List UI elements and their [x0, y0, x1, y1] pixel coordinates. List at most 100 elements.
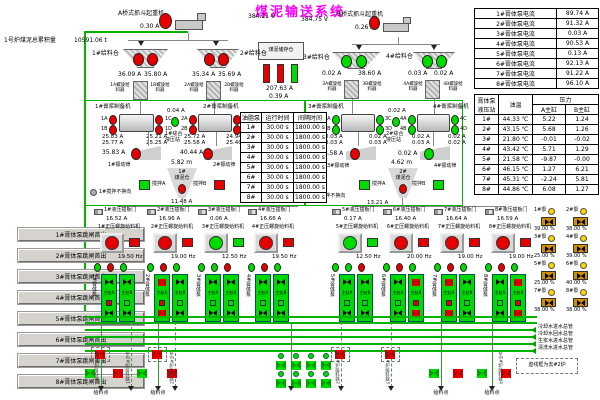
side-valve[interactable] — [233, 238, 244, 247]
feed-valve-icon[interactable] — [501, 369, 511, 378]
pump-cylinder-a[interactable]: 主缸A — [390, 274, 406, 322]
gate-valve-icon[interactable] — [198, 209, 207, 215]
stroke-valve-icon[interactable] — [573, 217, 588, 226]
gate-valve-icon[interactable] — [434, 209, 443, 215]
grid-valve-icon[interactable] — [291, 379, 301, 388]
screw-feeder-machine[interactable] — [153, 233, 177, 253]
grid-valve-icon[interactable] — [276, 361, 286, 370]
grid-valve-icon[interactable] — [276, 379, 286, 388]
cell: 1# — [474, 114, 499, 125]
grid-valve-icon[interactable] — [321, 361, 331, 370]
crane-b-status[interactable] — [369, 16, 380, 30]
feed-valve-icon[interactable] — [453, 369, 463, 378]
pump-cylinder-a[interactable]: 主缸A — [492, 274, 508, 322]
mixer-valve-a[interactable] — [359, 180, 370, 190]
discharge-valve-icon[interactable] — [152, 350, 162, 359]
feed-hopper-1[interactable] — [123, 49, 168, 68]
col-header: 油脂泵 — [239, 112, 263, 123]
stroke-valve-icon[interactable] — [573, 244, 588, 253]
cell: 43.15 ℃ — [498, 124, 533, 135]
motor-status — [451, 115, 459, 125]
grid-valve-icon[interactable] — [321, 379, 331, 388]
gate-valve-icon[interactable] — [485, 209, 494, 215]
screw-feeder-machine[interactable] — [100, 233, 124, 253]
feed-valve-icon[interactable] — [137, 369, 147, 378]
grid-valve-icon[interactable] — [291, 361, 301, 370]
screw-feeder-box[interactable] — [206, 81, 221, 100]
discharge-valve-icon[interactable] — [335, 350, 345, 359]
pump-cylinder-b[interactable]: 主缸B — [172, 274, 188, 322]
pump-cylinder-a[interactable]: 主缸A — [205, 274, 221, 322]
stroke-valve-icon[interactable] — [541, 298, 556, 307]
feed-hopper-4[interactable] — [413, 52, 455, 69]
cylinder-status — [260, 300, 266, 306]
pump-cylinder-b[interactable]: 主缸B — [357, 274, 373, 322]
cell: 8# — [239, 192, 263, 203]
crane-b-icon[interactable] — [383, 23, 409, 32]
screw-feeder-machine[interactable] — [204, 233, 228, 253]
gate-valve-icon[interactable] — [248, 209, 257, 215]
prep-machine-vessel[interactable] — [198, 114, 232, 132]
pump-cylinder-b[interactable]: 主缸B — [273, 274, 289, 322]
pump-cylinder-b[interactable]: 主缸B — [408, 274, 424, 322]
feed-valve-icon[interactable] — [429, 369, 439, 378]
trip-button-7[interactable]: 7#膏体泵跳闸首出 — [17, 353, 145, 368]
grid-valve-icon[interactable] — [306, 361, 316, 370]
prep-machine-vessel[interactable] — [119, 114, 154, 132]
screw-feeder-machine[interactable] — [338, 233, 362, 253]
side-valve[interactable] — [418, 238, 429, 247]
storage-silo[interactable] — [258, 42, 304, 60]
total-accum-value: 10591.06 t — [74, 37, 107, 44]
crane-a-status[interactable] — [159, 13, 172, 29]
screw-feeder-machine[interactable] — [254, 233, 278, 253]
crane-a-icon[interactable] — [175, 20, 203, 30]
mixer-valve-b[interactable] — [214, 180, 225, 190]
discharge-valve-icon[interactable] — [95, 350, 105, 359]
pump-cylinder-a[interactable]: 主缸A — [441, 274, 457, 322]
pump-cylinder-a[interactable]: 主缸A — [255, 274, 271, 322]
screw-feeder-label: 7#正压螺旋给料机 — [437, 224, 481, 230]
prep-machine-vessel[interactable] — [417, 114, 450, 132]
feed-valve-icon[interactable] — [477, 369, 487, 378]
motor-current: 0.03 A — [369, 140, 387, 146]
stroke-valve-icon[interactable] — [541, 271, 556, 280]
gate-valve-icon[interactable] — [147, 209, 156, 215]
pump-cylinder-b[interactable]: 主缸B — [459, 274, 475, 322]
gate-valve-icon[interactable] — [332, 209, 341, 215]
hopper-current-a: 36.09 A — [118, 71, 142, 78]
pump-cylinder-a[interactable]: 主缸A — [339, 274, 355, 322]
stroke-valve-icon[interactable] — [541, 244, 556, 253]
gate-valve-icon[interactable] — [94, 209, 103, 215]
prep-machine-vessel[interactable] — [341, 114, 375, 132]
side-valve[interactable] — [129, 238, 140, 247]
pump-cylinder-a[interactable]: 主缸A — [101, 274, 117, 322]
side-valve[interactable] — [283, 238, 294, 247]
stroke-valve-icon[interactable] — [541, 217, 556, 226]
screw-feeder-box[interactable] — [425, 80, 440, 99]
trip-button-8[interactable]: 8#膏体泵跳闸首出 — [17, 374, 145, 389]
pump-cylinder-b[interactable]: 主缸B — [119, 274, 135, 322]
side-valve[interactable] — [182, 238, 193, 247]
screw-feeder-machine[interactable] — [491, 233, 515, 253]
pump-train-8: 8#液压插板门 16.59 A 8#正压螺旋给料机 19.00 Hz 8#膏体泵… — [482, 207, 537, 324]
feed-valve-icon[interactable] — [85, 369, 95, 378]
pump-cylinder-b[interactable]: 主缸B — [510, 274, 526, 322]
screw-feeder-box[interactable] — [133, 81, 148, 100]
gate-valve-icon[interactable] — [383, 209, 392, 215]
screw-feeder-machine[interactable] — [440, 233, 464, 253]
stroke-valve-icon[interactable] — [573, 271, 588, 280]
stroke-valve-icon[interactable] — [573, 298, 588, 307]
side-valve[interactable] — [469, 238, 480, 247]
screw-feeder-box[interactable] — [344, 80, 359, 99]
screw-feeder-machine[interactable] — [389, 233, 413, 253]
side-valve[interactable] — [367, 238, 378, 247]
pump-cylinder-b[interactable]: 主缸B — [223, 274, 239, 322]
pump-cylinder-a[interactable]: 主缸A — [154, 274, 170, 322]
mixer-valve-b[interactable] — [433, 180, 444, 190]
mixer-valve-a[interactable] — [139, 180, 150, 190]
side-valve[interactable] — [520, 238, 531, 247]
feed-valve-icon[interactable] — [113, 369, 123, 378]
feed-valve-icon[interactable] — [167, 369, 177, 378]
grid-valve-icon[interactable] — [306, 379, 316, 388]
discharge-valve-icon[interactable] — [385, 350, 395, 359]
